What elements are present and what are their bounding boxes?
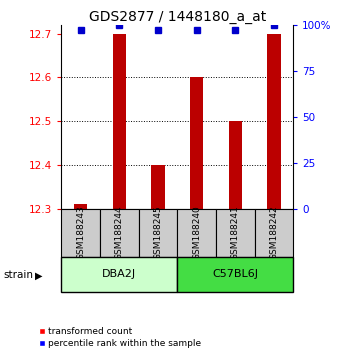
Text: DBA2J: DBA2J: [102, 269, 136, 279]
Text: GSM188240: GSM188240: [192, 205, 201, 260]
Title: GDS2877 / 1448180_a_at: GDS2877 / 1448180_a_at: [89, 10, 266, 24]
Bar: [100, 209, 139, 257]
Bar: [61, 209, 100, 257]
Text: GSM188242: GSM188242: [269, 205, 279, 260]
Bar: [190, 78, 204, 209]
Text: strain: strain: [3, 270, 33, 280]
Text: ▶: ▶: [35, 270, 43, 280]
Bar: [177, 209, 216, 257]
Bar: [139, 209, 177, 257]
Bar: [113, 34, 126, 209]
Text: GSM188245: GSM188245: [153, 205, 163, 260]
Bar: [177, 257, 293, 292]
Text: GSM188241: GSM188241: [231, 205, 240, 260]
Bar: [216, 209, 255, 257]
Text: GSM188243: GSM188243: [76, 205, 85, 260]
Bar: [61, 257, 177, 292]
Text: C57BL6J: C57BL6J: [212, 269, 258, 279]
Bar: [228, 121, 242, 209]
Bar: [267, 34, 281, 209]
Bar: [151, 165, 165, 209]
Legend: transformed count, percentile rank within the sample: transformed count, percentile rank withi…: [39, 327, 201, 348]
Text: GSM188244: GSM188244: [115, 205, 124, 260]
Bar: [255, 209, 293, 257]
Bar: [74, 205, 87, 209]
